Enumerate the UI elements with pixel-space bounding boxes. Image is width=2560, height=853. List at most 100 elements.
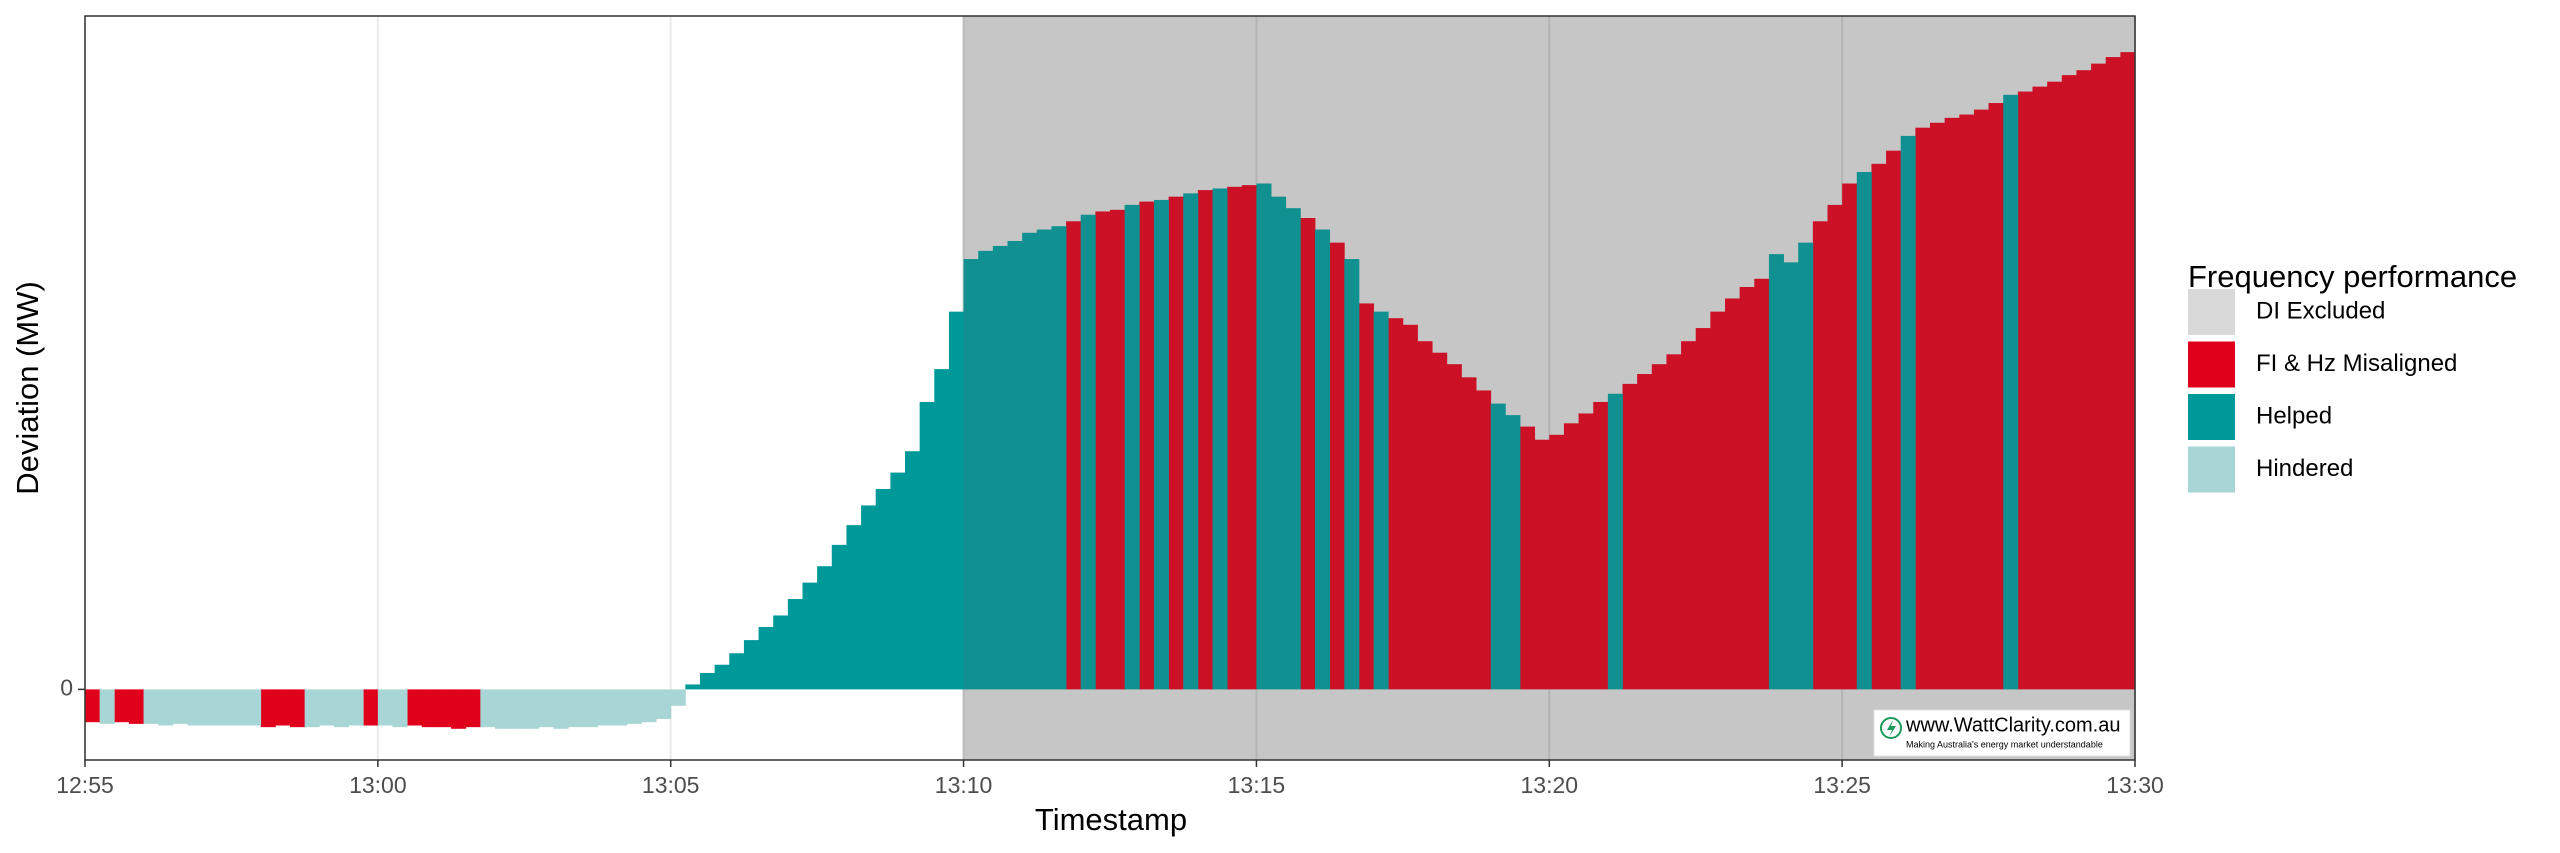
bar	[1007, 241, 1023, 690]
bar	[1051, 226, 1067, 690]
legend-label: Hindered	[2256, 455, 2353, 482]
bar	[495, 689, 511, 729]
bar	[2032, 86, 2048, 690]
bar	[1666, 354, 1682, 690]
bar	[963, 259, 979, 690]
bar	[538, 689, 554, 728]
watermark-text: www.WattClarity.com.au	[1905, 714, 2120, 736]
bar	[2091, 63, 2107, 690]
watermark-tagline: Making Australia's energy market underst…	[1906, 739, 2103, 749]
plot-border	[84, 15, 2136, 761]
bar	[2105, 57, 2121, 690]
x-tick-label: 13:15	[1228, 772, 1286, 798]
watermark: www.WattClarity.com.au Making Australia's…	[1873, 709, 2131, 757]
bar	[2047, 81, 2063, 690]
bar	[480, 689, 496, 728]
bar	[290, 689, 306, 728]
bar	[787, 599, 803, 690]
bar	[275, 689, 291, 726]
bar	[1285, 208, 1301, 690]
bar	[2017, 91, 2033, 690]
bar	[1827, 204, 1843, 690]
bar	[1988, 103, 2004, 690]
bar	[187, 689, 203, 726]
bar	[612, 689, 628, 726]
bar	[714, 664, 730, 690]
legend-key	[2188, 394, 2235, 440]
bar	[114, 689, 130, 723]
bar	[802, 582, 818, 690]
bar	[1110, 209, 1126, 690]
watermark-box	[1873, 709, 2131, 757]
bar	[1900, 135, 1916, 690]
bar	[773, 615, 789, 690]
bar	[1944, 117, 1960, 690]
bar	[846, 525, 862, 690]
bar	[1036, 229, 1052, 690]
bar	[1563, 423, 1579, 690]
bar	[509, 689, 525, 729]
x-tick-label: 13:10	[935, 772, 993, 798]
bar	[1710, 311, 1726, 690]
bar	[1754, 278, 1770, 690]
bar	[407, 689, 423, 726]
bar	[1783, 262, 1799, 690]
bar	[231, 689, 247, 726]
bar	[333, 689, 349, 728]
legend-title: Frequency performance	[2188, 259, 2517, 294]
bar	[948, 311, 964, 690]
bar	[1315, 229, 1331, 690]
x-tick-label: 13:25	[1813, 772, 1871, 798]
bar	[1812, 221, 1828, 690]
bar	[875, 489, 891, 690]
bar	[216, 689, 232, 726]
bar	[1973, 109, 1989, 690]
bar	[99, 689, 115, 724]
bar	[1930, 122, 1946, 690]
bar	[1022, 232, 1038, 690]
bar	[1622, 383, 1638, 690]
excluded-tint	[963, 16, 2135, 760]
bar	[143, 689, 159, 724]
bar	[392, 689, 408, 728]
bar	[553, 689, 569, 729]
bar	[1139, 201, 1155, 690]
bar	[451, 689, 467, 729]
bar	[1080, 214, 1096, 690]
bar	[743, 640, 759, 690]
bar	[465, 689, 481, 728]
bar	[1768, 254, 1784, 690]
bar	[1476, 390, 1492, 690]
bar	[758, 626, 774, 690]
bar	[1388, 318, 1404, 690]
bar	[1534, 439, 1550, 690]
bar	[919, 401, 935, 690]
bar	[2120, 52, 2136, 690]
bar	[1300, 218, 1316, 690]
watermark-bolt	[1887, 720, 1896, 737]
bar	[626, 689, 642, 724]
bar	[436, 689, 452, 728]
bar	[1417, 341, 1433, 690]
bar	[319, 689, 335, 726]
bar	[1344, 259, 1360, 690]
bar	[1607, 393, 1623, 690]
bar	[158, 689, 174, 726]
bar	[1227, 186, 1243, 690]
bar	[246, 689, 262, 726]
bar	[641, 689, 657, 723]
bar	[1593, 401, 1609, 690]
bar	[1856, 172, 1872, 690]
bar	[348, 689, 364, 726]
bar	[568, 689, 584, 728]
bar	[2076, 70, 2092, 690]
bar	[172, 689, 188, 724]
bar	[831, 544, 847, 690]
x-tick-label: 13:00	[349, 772, 407, 798]
x-tick-label: 12:55	[56, 772, 114, 798]
x-tick-label: 13:30	[2106, 772, 2164, 798]
bar	[890, 472, 906, 690]
bar	[1373, 311, 1389, 690]
bar	[978, 250, 994, 690]
legend-key	[2188, 289, 2235, 335]
